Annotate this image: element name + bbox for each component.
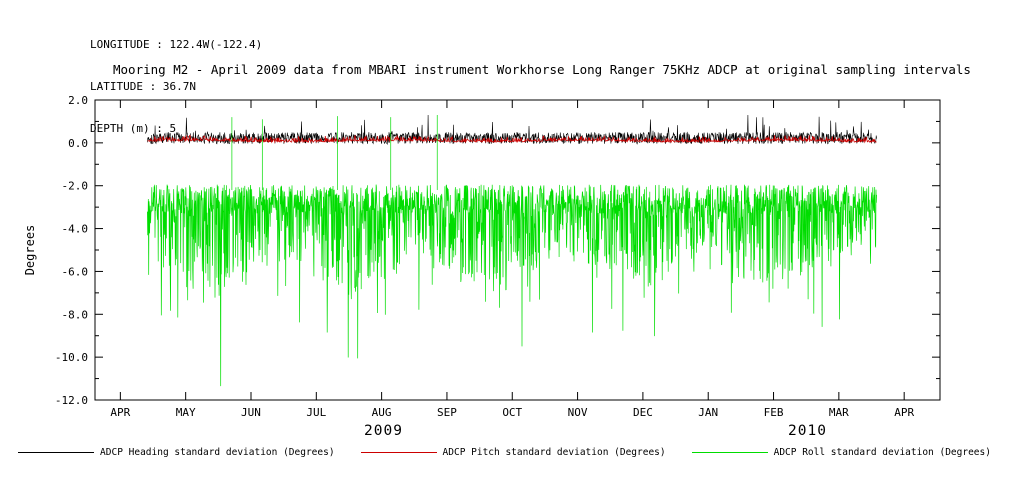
- y-tick-label: -6.0: [62, 265, 89, 278]
- x-tick-label: NOV: [568, 406, 588, 419]
- y-tick-label: -2.0: [62, 180, 89, 193]
- x-tick-label: JUL: [306, 406, 326, 419]
- longitude-text: LONGITUDE : 122.4W(-122.4): [90, 38, 263, 51]
- y-tick-label: 2.0: [68, 94, 88, 107]
- legend-line-pitch: [360, 451, 437, 454]
- year-label-2009: 2009: [364, 423, 403, 439]
- x-tick-label: APR: [110, 406, 130, 419]
- x-tick-label: FEB: [764, 406, 784, 419]
- series-roll-line: [147, 184, 877, 387]
- y-tick-label: -12.0: [55, 394, 88, 407]
- legend-item-roll: ADCP Roll standard deviation (Degrees): [691, 447, 991, 458]
- legend-item-heading: ADCP Heading standard deviation (Degrees…: [18, 447, 335, 458]
- y-tick-label: -10.0: [55, 351, 88, 364]
- x-tick-label: AUG: [372, 406, 392, 419]
- series-pitch-line: [147, 134, 877, 144]
- x-tick-label: JUN: [241, 406, 261, 419]
- legend: ADCP Heading standard deviation (Degrees…: [0, 447, 1009, 458]
- legend-line-roll: [691, 451, 768, 454]
- x-tick-label: OCT: [502, 406, 522, 419]
- legend-line-heading: [18, 451, 95, 454]
- y-tick-label: -8.0: [62, 308, 89, 321]
- x-tick-label: SEP: [437, 406, 457, 419]
- legend-item-pitch: ADCP Pitch standard deviation (Degrees): [360, 447, 666, 458]
- y-tick-label: -4.0: [62, 223, 89, 236]
- x-tick-label: MAR: [829, 406, 849, 419]
- y-tick-label: 0.0: [68, 137, 88, 150]
- latitude-text: LATITUDE : 36.7N: [90, 80, 196, 93]
- legend-label-roll: ADCP Roll standard deviation (Degrees): [773, 447, 991, 458]
- metadata-block: LONGITUDE : 122.4W(-122.4) LATITUDE : 36…: [90, 10, 262, 164]
- chart-title: Mooring M2 - April 2009 data from MBARI …: [113, 62, 971, 77]
- series-heading-line: [147, 114, 877, 146]
- x-tick-label: DEC: [633, 406, 653, 419]
- year-label-2010: 2010: [788, 423, 827, 439]
- legend-label-heading: ADCP Heading standard deviation (Degrees…: [100, 447, 335, 458]
- depth-text: DEPTH (m) : 5: [90, 122, 177, 135]
- x-tick-label: MAY: [176, 406, 196, 419]
- x-tick-label: JAN: [698, 406, 718, 419]
- x-tick-label: APR: [894, 406, 914, 419]
- legend-label-pitch: ADCP Pitch standard deviation (Degrees): [442, 447, 666, 458]
